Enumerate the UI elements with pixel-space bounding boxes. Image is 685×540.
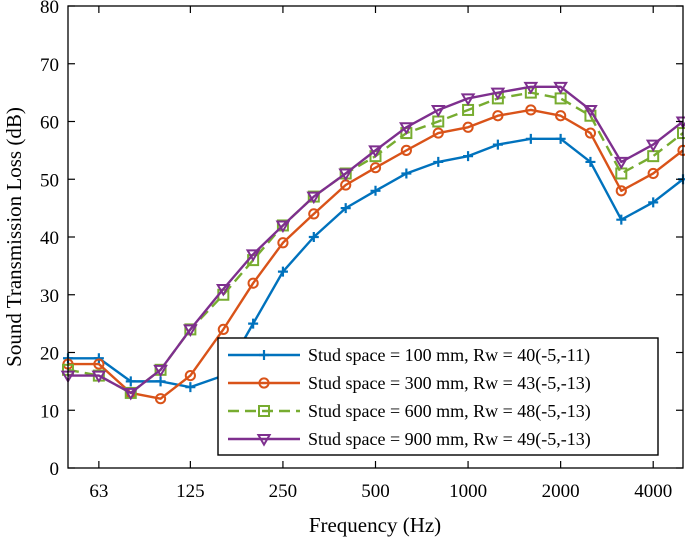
series-1-point-3 (125, 376, 136, 387)
series-2-point-12 (400, 144, 412, 156)
series-4-point-5 (183, 324, 198, 337)
tick-layer: 0 10 20 30 40 50 60 70 80 63 125 250 500 1000 2000 4000 (40, 0, 683, 502)
series-4-point-3 (123, 387, 139, 401)
series-2-point-15 (492, 110, 504, 122)
series-4-point-9 (306, 191, 322, 205)
y-tick-label-4: 30 (40, 286, 59, 307)
series-1-point-15 (492, 139, 503, 150)
series-2-point-16 (525, 104, 537, 116)
series-4-point-14 (460, 93, 476, 106)
series-4-point-16 (523, 81, 539, 95)
legend-marker-1 (259, 350, 269, 360)
series-1-point-11 (370, 185, 381, 196)
series-2-point-8 (277, 237, 289, 249)
y-tick-label-5: 40 (40, 228, 59, 249)
series-4-line (68, 85, 684, 395)
series-2-point-11 (369, 162, 382, 174)
series-1-point-10 (340, 203, 351, 214)
series-2-point-14 (462, 121, 474, 133)
series-1-point-7 (248, 318, 259, 329)
series-4-point-12 (399, 122, 414, 135)
legend-marker-3 (258, 405, 270, 417)
legend-label-1: Stud space = 100 mm, Rw = 40(-5,-11) (308, 345, 590, 366)
legend-label-2: Stud space = 300 mm, Rw = 43(-5,-13) (308, 373, 591, 394)
series-2-point-7 (247, 277, 259, 289)
series-1-point-19 (616, 214, 627, 225)
legend-label-3: Stud space = 600 mm, Rw = 48(-5,-13) (308, 401, 591, 422)
series-4-point-10 (338, 168, 354, 182)
series-1-point-16 (525, 133, 536, 144)
series-2-point-13 (432, 127, 444, 139)
x-axis-title: Frequency (Hz) (309, 513, 441, 537)
series-1-point-12 (401, 168, 412, 179)
legend-label-4: Stud space = 900 mm, Rw = 49(-5,-13) (308, 429, 591, 450)
series-2-point-5 (184, 370, 196, 382)
series-4-point-7 (245, 249, 261, 262)
series-1-point-4 (155, 376, 166, 387)
y-axis-title: Sound Transmission Loss (dB) (2, 107, 26, 367)
series-1-point-18 (585, 156, 596, 167)
y-tick-label-2: 10 (40, 401, 59, 422)
series-1-point-8 (277, 266, 288, 277)
series-2-point-9 (308, 208, 320, 220)
legend-marker-4 (256, 434, 272, 447)
x-tick-label-4: 500 (361, 481, 390, 502)
series-4-point-17 (553, 81, 568, 95)
x-tick-label-1: 63 (89, 481, 108, 502)
x-tick-label-6: 2000 (542, 481, 580, 502)
y-tick-label-3: 20 (40, 344, 59, 365)
series-2-point-20 (647, 167, 659, 180)
y-tick-label-9: 80 (40, 0, 59, 18)
series-4-point-19 (613, 156, 629, 170)
legend-marker-2 (258, 377, 270, 389)
series-2-point-6 (217, 323, 229, 335)
legend-box (217, 337, 659, 456)
x-tick-label-7: 4000 (634, 481, 672, 502)
series-1-point-20 (648, 197, 659, 208)
x-tick-label-5: 1000 (449, 481, 487, 502)
series-2-line (68, 108, 684, 400)
series-4 (60, 81, 685, 401)
series-1-point-13 (433, 156, 444, 167)
series-2-point-18 (584, 127, 597, 139)
x-tick-label-2: 125 (176, 481, 205, 502)
series-4-point-8 (275, 220, 291, 234)
x-tick-label-3: 250 (269, 481, 298, 502)
series-1-point-5 (185, 382, 196, 393)
series-1-point-14 (463, 151, 474, 162)
y-tick-label-1: 0 (50, 459, 60, 480)
series-4-point-15 (490, 87, 506, 101)
series-4-point-20 (645, 139, 661, 153)
series-1-point-17 (555, 133, 566, 144)
y-tick-label-8: 70 (40, 55, 59, 76)
series-4-point-2 (91, 370, 107, 384)
y-tick-label-7: 60 (40, 113, 59, 134)
y-tick-label-6: 50 (40, 170, 59, 191)
legend: Stud space = 100 mm, Rw = 40(-5,-11) Stud… (217, 337, 659, 456)
series-4-point-18 (583, 104, 598, 118)
series-4-point-11 (368, 145, 383, 158)
series-4-point-6 (215, 283, 231, 297)
series-2-point-17 (555, 110, 567, 122)
series-2-point-19 (615, 185, 627, 197)
series-4-point-4 (153, 364, 168, 378)
series-4-point-13 (430, 104, 446, 118)
series-2-point-4 (154, 393, 167, 405)
series-2-point-2 (93, 358, 105, 370)
series-1-point-9 (308, 232, 319, 242)
series-1-point-2 (93, 353, 104, 364)
